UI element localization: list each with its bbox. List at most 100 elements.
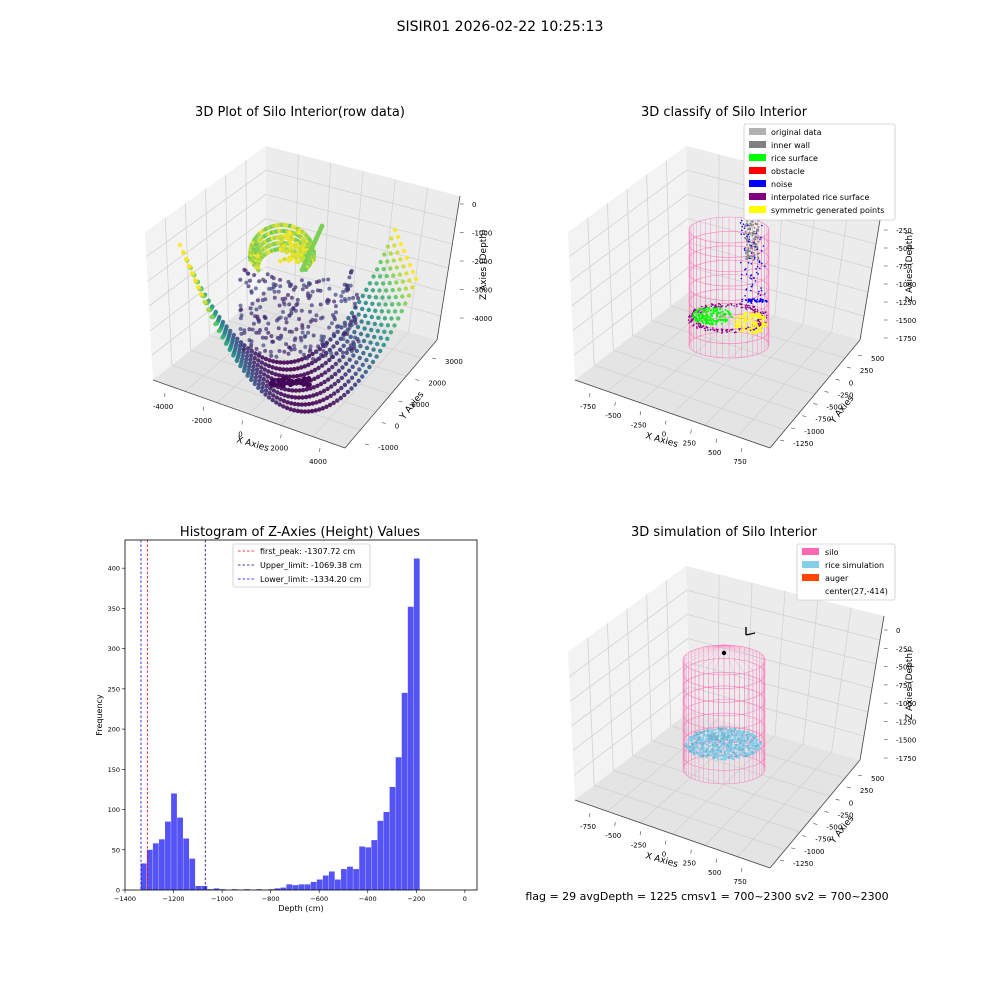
p4-rice-sim-point — [723, 739, 726, 742]
histogram-bar — [280, 887, 287, 890]
p1-data-point — [382, 252, 387, 257]
p4-rice-sim-point — [701, 743, 704, 746]
panel-raw-3d-points — [177, 222, 419, 414]
p1-data-point — [339, 375, 345, 381]
p2-xtick-tick-label: -250 — [631, 421, 647, 429]
p1-data-point — [287, 302, 292, 307]
p2-ztick-tick-label: -1000 — [896, 281, 916, 289]
p4-rice-sim-point — [717, 758, 720, 761]
p1-data-point — [216, 328, 222, 334]
p2-interp-point — [730, 303, 732, 305]
p2-rice-point — [715, 322, 718, 324]
p2-rice-point — [711, 315, 714, 317]
p2-interp-point — [697, 324, 700, 326]
p4-rice-sim-point — [730, 746, 733, 750]
histogram-bar — [256, 889, 262, 890]
p1-data-point — [353, 301, 357, 306]
p2-ztick-tick-label: -1500 — [896, 317, 916, 325]
p2-noise-point — [759, 299, 761, 302]
p1-data-point — [265, 272, 270, 277]
p2-xtick-tick-mark — [589, 392, 591, 397]
p2-interp-point — [702, 325, 704, 328]
p4-ytick-tick-mark — [813, 823, 818, 825]
p1-data-point — [329, 384, 334, 389]
p2-interp-point — [721, 332, 723, 334]
p2-inner-wall-point — [746, 240, 749, 243]
p2-interp-point — [691, 318, 693, 320]
p2-legend-label: obstacle — [771, 167, 805, 176]
panel-simulation-3d-legend: silo rice simulation auger center(27,-414) — [796, 543, 896, 601]
p1-data-point — [238, 340, 244, 345]
p2-inner-wall-point — [745, 251, 747, 254]
p4-rice-sim-point — [735, 744, 738, 747]
p1-data-point — [321, 342, 326, 347]
p2-noise-point — [760, 250, 763, 252]
p4-rice-sim-point — [711, 744, 714, 747]
p1-ztick-tick-label: -4000 — [472, 315, 492, 323]
p4-rice-sim-point — [756, 738, 759, 742]
p2-interp-point — [725, 329, 727, 332]
p1-data-point — [381, 342, 386, 348]
p1-data-point — [250, 368, 256, 373]
p1-data-point — [346, 379, 351, 384]
p4-rice-sim-point — [752, 736, 755, 739]
p1-data-point — [247, 338, 252, 343]
p2-inner-wall-point — [751, 231, 754, 234]
histogram-bar — [334, 879, 341, 890]
p2-interp-point — [746, 306, 748, 309]
p2-symmetric-point — [744, 323, 747, 326]
p2-rice-point — [695, 319, 698, 322]
p2-noise-point — [750, 263, 753, 265]
p2-interp-point — [741, 306, 744, 309]
p1-data-point — [343, 372, 348, 377]
p1-data-point — [284, 320, 289, 325]
p2-rice-point — [695, 316, 697, 319]
p4-rice-sim-point — [747, 752, 750, 755]
p1-data-point — [291, 287, 296, 292]
p2-interp-point — [765, 316, 768, 319]
p4-rice-sim-point — [702, 754, 705, 757]
p2-noise-point — [741, 225, 744, 228]
p1-data-point — [271, 285, 276, 289]
p1-data-point — [376, 302, 382, 307]
p2-legend-label: symmetric generated points — [771, 206, 884, 215]
p2-symmetric-point — [733, 319, 736, 322]
p1-data-point — [209, 314, 214, 320]
p2-interp-point — [736, 305, 738, 308]
p1-data-point — [277, 303, 282, 308]
p2-silo-ring — [688, 317, 770, 344]
p1-data-point — [269, 353, 274, 358]
p1-data-point — [379, 309, 385, 314]
p4-rice-sim-point — [750, 750, 753, 753]
p1-data-point — [297, 378, 302, 383]
p1-data-point — [274, 395, 279, 400]
p2-noise-point — [756, 248, 758, 250]
p2-inner-wall-point — [756, 259, 759, 261]
p1-data-point — [347, 357, 352, 362]
p1-data-point — [276, 316, 281, 321]
p1-data-point — [289, 311, 294, 316]
p2-interp-point — [731, 329, 733, 331]
p1-data-point — [315, 357, 320, 362]
p4-rice-sim-point — [735, 751, 738, 754]
p4-rice-sim-point — [703, 729, 706, 733]
p1-data-point — [299, 357, 304, 362]
p2-symmetric-point — [739, 318, 741, 321]
p2-symmetric-point — [737, 314, 740, 317]
p2-symmetric-point — [743, 314, 746, 317]
p2-rice-point — [727, 312, 730, 315]
p1-data-point — [296, 395, 302, 400]
histogram-ytick-label: 100 — [108, 806, 120, 814]
p1-data-point — [358, 331, 364, 337]
p2-legend-label: interpolated rice surface — [771, 193, 869, 202]
p2-rice-point — [721, 310, 724, 313]
p1-data-point — [239, 307, 244, 312]
p1-data-point — [248, 306, 253, 311]
p4-silo-cone-line — [694, 644, 725, 671]
p4-rice-sim-point — [741, 742, 744, 745]
p1-data-point — [378, 335, 383, 341]
p2-interp-point — [710, 305, 713, 308]
p2-symmetric-point — [756, 326, 759, 329]
p2-symmetric-point — [737, 319, 740, 322]
p1-data-point — [246, 284, 251, 289]
